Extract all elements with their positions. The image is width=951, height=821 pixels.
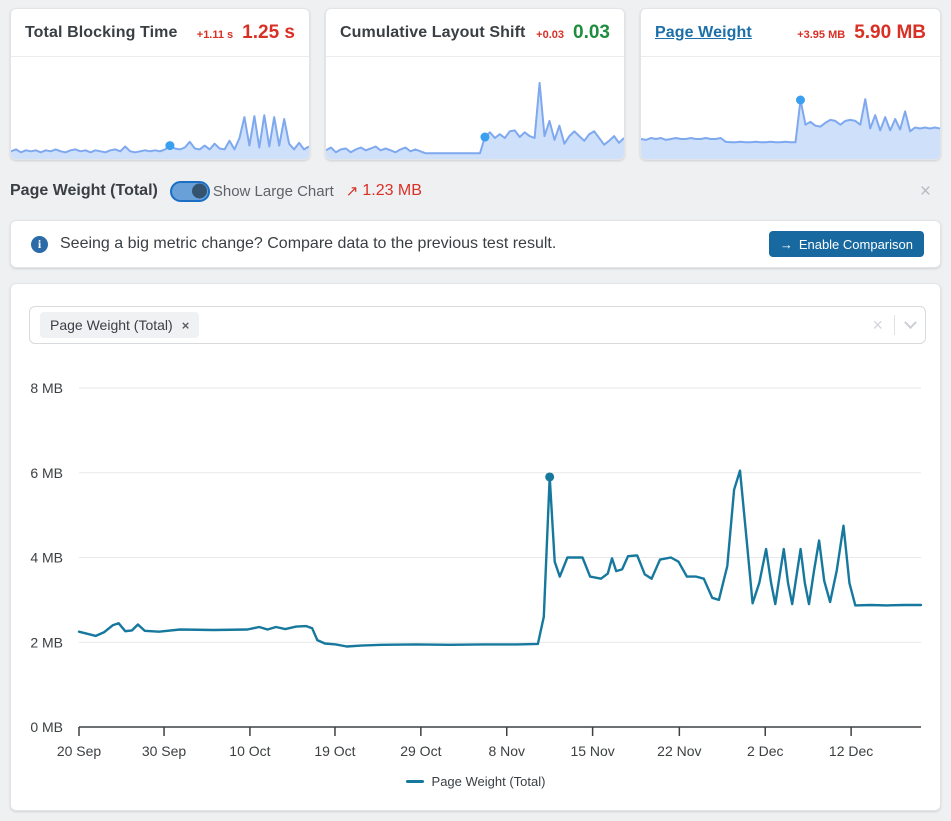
svg-text:29 Oct: 29 Oct [400,743,441,759]
svg-text:19 Oct: 19 Oct [314,743,355,759]
svg-text:30 Sep: 30 Sep [142,743,187,759]
card-values: +3.95 MB 5.90 MB [797,22,926,44]
svg-text:4 MB: 4 MB [30,550,63,566]
sparkline-area [326,56,624,159]
metric-change: ↗ 1.23 MB [346,182,422,200]
legend-line-swatch [405,780,424,783]
card-title: Total Blocking Time [25,23,178,41]
card-title: Cumulative Layout Shift [340,23,526,41]
legend-label: Page Weight (Total) [431,774,546,789]
metric-select-input[interactable]: Page Weight (Total) × × [29,306,926,344]
close-icon[interactable]: × [919,180,931,202]
metric-delta: +1.11 s [196,28,234,41]
button-label: Enable Comparison [798,236,913,252]
comparison-banner: i Seeing a big metric change? Compare da… [10,220,941,268]
large-chart-panel: 0 MB 2 MB 4 MB 6 MB 8 MB 20 Sep 30 Sep 10 Oct 19… [10,283,941,811]
arrow-right-icon: → [779,236,793,252]
metric-card-total-blocking-time[interactable]: Total Blocking Time +1.11 s 1.25 s [10,8,310,160]
svg-text:8 Nov: 8 Nov [488,743,525,759]
card-header: Page Weight +3.95 MB 5.90 MB [641,9,940,57]
metric-detail-bar: Page Weight (Total) Show Large Chart ↗ 1… [10,176,941,206]
tbt-sparkline-chart[interactable] [11,56,309,159]
metric-value: 0.03 [573,21,610,43]
metric-value: 5.90 MB [854,21,926,43]
clear-selection-icon[interactable]: × [872,315,883,335]
cls-sparkline-chart[interactable] [326,56,624,159]
svg-text:8 MB: 8 MB [30,380,63,396]
chip-remove-icon[interactable]: × [181,317,190,333]
svg-text:20 Sep: 20 Sep [57,743,102,759]
svg-text:10 Oct: 10 Oct [229,743,270,759]
metric-value: 1.25 s [242,21,295,43]
chart-legend[interactable]: Page Weight (Total) [11,774,940,789]
sparkline-area [641,56,940,159]
show-large-chart-toggle[interactable] [169,180,210,202]
info-icon: i [31,235,48,253]
svg-text:12 Dec: 12 Dec [829,743,873,759]
toggle-knob-icon [191,183,207,199]
card-header: Total Blocking Time +1.11 s 1.25 s [11,9,309,57]
svg-text:15 Nov: 15 Nov [570,743,614,759]
toggle-label: Show Large Chart [212,182,334,200]
metric-card-cumulative-layout-shift[interactable]: Cumulative Layout Shift +0.03 0.03 [325,8,625,160]
metric-delta: +3.95 MB [797,28,846,41]
card-header: Cumulative Layout Shift +0.03 0.03 [326,9,624,57]
svg-text:2 Dec: 2 Dec [747,743,784,759]
metric-delta: +0.03 [536,28,565,41]
chevron-down-icon[interactable] [904,315,917,329]
selected-metric-chip: Page Weight (Total) × [40,312,200,338]
detail-title: Page Weight (Total) [10,182,158,199]
svg-text:2 MB: 2 MB [30,634,63,650]
chip-label: Page Weight (Total) [50,317,173,333]
svg-text:22 Nov: 22 Nov [657,743,701,759]
sparkline-area [11,56,309,159]
select-controls: × [872,315,917,335]
banner-text: Seeing a big metric change? Compare data… [60,235,557,252]
svg-text:6 MB: 6 MB [30,465,63,481]
card-values: +0.03 0.03 [536,22,610,44]
divider [894,315,895,335]
page-weight-link[interactable]: Page Weight [655,23,752,41]
svg-text:0 MB: 0 MB [30,719,63,735]
metric-card-page-weight[interactable]: Page Weight +3.95 MB 5.90 MB [640,8,941,160]
page-weight-sparkline-chart[interactable] [641,56,940,159]
enable-comparison-button[interactable]: → Enable Comparison [768,231,924,257]
page-weight-line-chart[interactable]: 0 MB 2 MB 4 MB 6 MB 8 MB 20 Sep 30 Sep 10 Oct 19… [11,284,942,812]
change-value: 1.23 MB [362,182,422,199]
card-values: +1.11 s 1.25 s [197,22,295,44]
trend-up-icon: ↗ [345,183,359,200]
